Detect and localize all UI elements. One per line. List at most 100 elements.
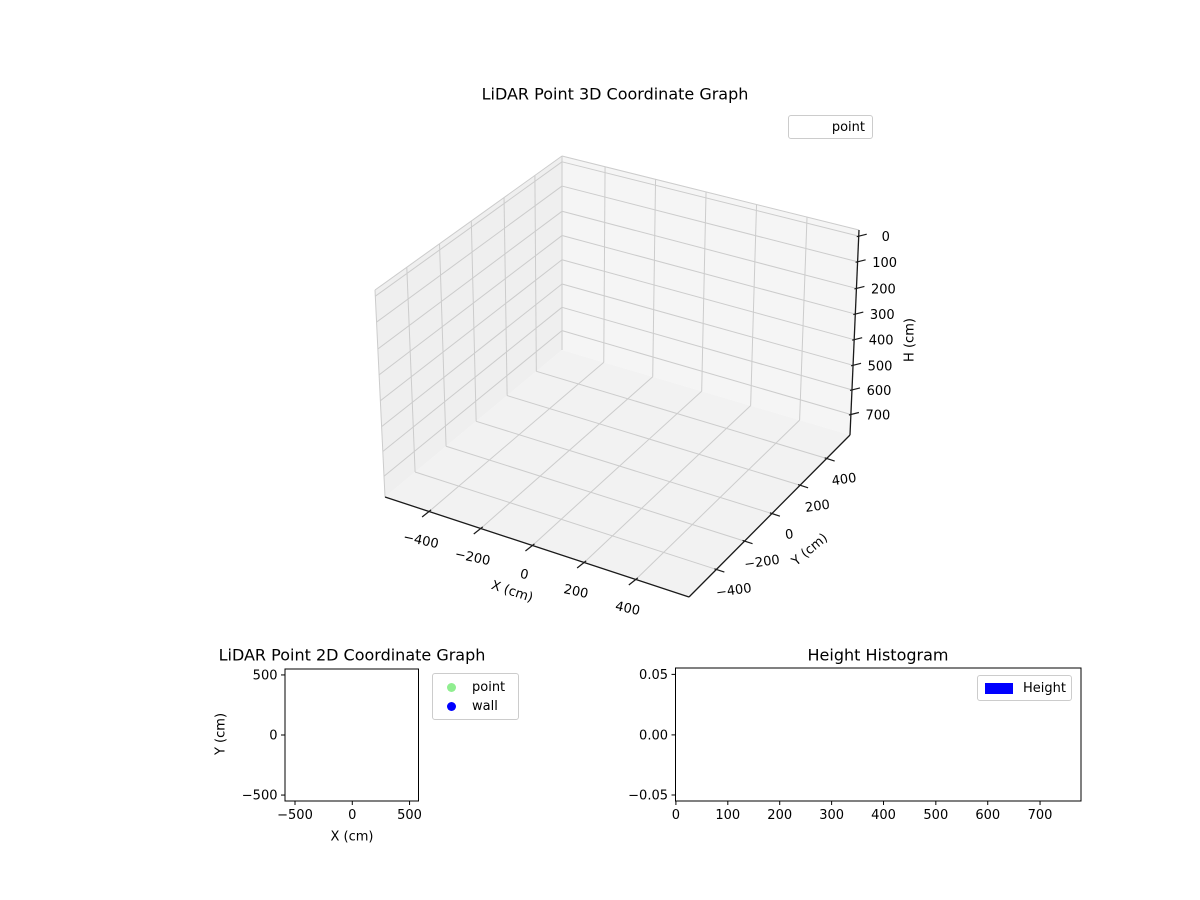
hist-x-tick-label: 500 bbox=[923, 808, 948, 823]
plot3d-grid-x bbox=[799, 217, 808, 421]
plot3d-z-tick-label: 700 bbox=[865, 409, 890, 424]
plot3d-x-tick bbox=[525, 543, 535, 552]
plot3d-legend: point bbox=[788, 115, 873, 139]
plot3d-y-tick bbox=[769, 512, 781, 517]
plot3d-grid-x bbox=[480, 376, 654, 529]
plot3d-x-tick bbox=[628, 577, 639, 586]
hist-y-tick-label: 0.00 bbox=[639, 728, 668, 743]
plot3d-pane-floor bbox=[385, 350, 850, 597]
plot3d-grid-x bbox=[701, 191, 707, 392]
plot3d-y-tick bbox=[824, 457, 835, 462]
plot2d-y-tick-label: −500 bbox=[242, 789, 278, 804]
plot2d-y-axis-label: Y (cm) bbox=[213, 712, 229, 756]
plot3d-grid-y bbox=[414, 471, 717, 570]
plot3d-z-tick bbox=[856, 233, 867, 238]
hist-x-tick-label: 400 bbox=[871, 808, 896, 823]
plot3d-grid-z bbox=[382, 306, 563, 452]
height-swatch-icon bbox=[985, 682, 1013, 694]
plot3d-y-tick-label: 400 bbox=[831, 471, 858, 489]
plot3d-grid-z bbox=[376, 185, 563, 323]
plot3d-grid-y bbox=[406, 267, 416, 473]
plot3d-x-tick-label: −400 bbox=[402, 530, 440, 552]
plot3d-y-tick-label: −200 bbox=[743, 553, 780, 573]
plot3d-z-tick bbox=[854, 285, 865, 290]
plot3d-grid-z bbox=[377, 210, 563, 350]
plot3d-grid-z bbox=[561, 235, 856, 315]
plot2d-y-tick-label: 0 bbox=[269, 729, 277, 744]
plot3d-grid-z bbox=[561, 185, 858, 263]
plot3d-pane-edge bbox=[374, 289, 386, 498]
plot2d-legend: point wall bbox=[432, 673, 519, 720]
plot3d-y-tick-label: 200 bbox=[804, 498, 831, 516]
plot3d-z-tick-label: 300 bbox=[870, 308, 895, 323]
plot3d-x-tick-label: 400 bbox=[614, 599, 641, 619]
plot3d-x-tick-label: 200 bbox=[562, 582, 589, 602]
plot3d-z-tick-label: 400 bbox=[869, 334, 894, 349]
plot3d-z-tick bbox=[849, 387, 861, 391]
plot3d-grid-z bbox=[561, 210, 857, 289]
plot3d-pane-edge bbox=[374, 155, 563, 291]
plot2d-x-axis-label: X (cm) bbox=[330, 829, 374, 845]
plot3d-z-tick-label: 600 bbox=[867, 384, 892, 399]
plot3d-legend-label-point: point bbox=[831, 119, 865, 135]
plot3d-grid-y bbox=[503, 197, 508, 396]
plot3d-z-axis bbox=[849, 229, 860, 436]
plot3d-x-tick bbox=[473, 526, 484, 535]
plot3d-pane-left bbox=[375, 156, 562, 497]
plot3d-pane-right bbox=[562, 156, 859, 435]
plot3d-x-axis bbox=[384, 496, 690, 598]
plot3d-z-tick-label: 200 bbox=[871, 282, 896, 297]
plot3d-grid-z bbox=[378, 235, 563, 376]
plot3d-grid-z bbox=[561, 283, 854, 366]
plot3d-grid-x bbox=[428, 361, 605, 512]
plot2d-y-tick-label: 500 bbox=[253, 668, 278, 683]
plot3d-y-tick bbox=[714, 568, 725, 573]
plot3d-z-tick-label: 500 bbox=[868, 359, 893, 374]
plot3d-title: LiDAR Point 3D Coordinate Graph bbox=[481, 84, 749, 104]
hist-y-tick-label: −0.05 bbox=[628, 789, 668, 804]
plot3d-grid-x bbox=[750, 204, 758, 406]
plot3d-grid-x bbox=[635, 419, 800, 580]
plot3d-x-tick bbox=[421, 509, 432, 518]
plot3d-z-tick bbox=[852, 337, 863, 341]
hist-x-tick-label: 100 bbox=[715, 808, 740, 823]
hist-x-tick-label: 200 bbox=[767, 808, 792, 823]
plot3d-grid-z bbox=[561, 306, 853, 391]
hist-x-tick-label: 0 bbox=[672, 808, 680, 823]
plot2d-legend-label-wall: wall bbox=[472, 698, 498, 714]
plot3d-grid-z bbox=[381, 283, 563, 428]
plot3d-z-tick bbox=[850, 362, 862, 367]
hist-x-tick-label: 300 bbox=[819, 808, 844, 823]
plot2d-x-tick-label: 0 bbox=[348, 808, 356, 823]
plot3d-y-tick-label: 0 bbox=[784, 527, 794, 543]
plot2d-frame bbox=[284, 668, 419, 802]
hist-y-tick-label: 0.05 bbox=[639, 668, 668, 683]
plot3d-grid-y bbox=[534, 175, 537, 372]
plot3d-grid-y bbox=[536, 370, 827, 459]
plot3d-z-tick-label: 0 bbox=[882, 230, 890, 245]
plot3d-z-tick bbox=[855, 259, 866, 263]
plot3d-y-tick-label: −400 bbox=[715, 581, 752, 601]
plot2d-title: LiDAR Point 2D Coordinate Graph bbox=[218, 645, 486, 665]
plot2d-legend-row-point: point bbox=[433, 680, 518, 695]
plot3d-y-tick bbox=[797, 483, 809, 489]
hist-x-tick-label: 700 bbox=[1028, 808, 1053, 823]
hist-legend-label-height: Height bbox=[1023, 680, 1066, 696]
plot3d-grid-z bbox=[561, 161, 859, 237]
plot3d-grid-z bbox=[561, 330, 852, 415]
plot3d-grid-z bbox=[380, 259, 563, 402]
plot3d-pane-edge bbox=[561, 155, 860, 231]
plot3d-z-tick-label: 100 bbox=[872, 256, 897, 271]
plot2d-legend-row-wall: wall bbox=[433, 699, 518, 714]
plot3d-grid-x bbox=[652, 179, 657, 377]
plot3d-x-tick-label: −200 bbox=[453, 547, 491, 569]
plot3d-grid-x bbox=[603, 166, 606, 363]
plot3d-z-axis-label: H (cm) bbox=[902, 318, 918, 362]
point-marker-icon bbox=[447, 682, 456, 692]
plot3d-grid-x bbox=[583, 405, 751, 563]
plot3d-grid-y bbox=[506, 395, 801, 486]
plot3d-grid-x bbox=[532, 390, 703, 546]
plot3d-grid-z bbox=[375, 161, 563, 297]
